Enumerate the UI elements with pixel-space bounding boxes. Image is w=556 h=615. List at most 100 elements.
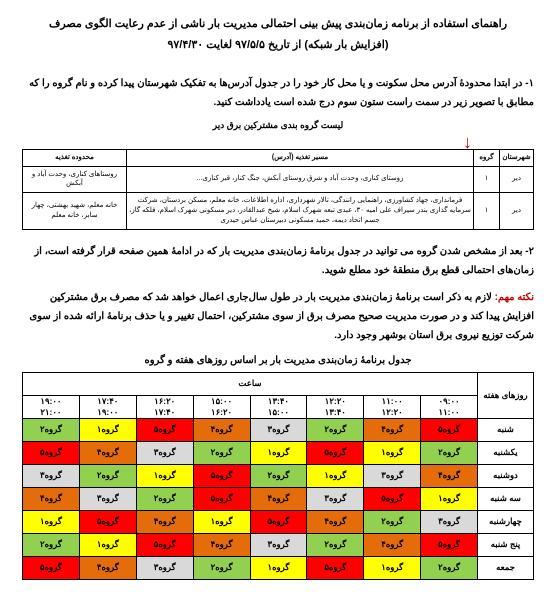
- hour-header: ۱۵:۰۰۱۶:۲۰: [193, 395, 250, 418]
- sched-cell: گروه۳: [364, 464, 421, 487]
- sched-cell: گروه۴: [364, 418, 421, 441]
- title-line-2: (افزایش بار شبکه) از تاریخ ۹۷/۵/۵ لغایت …: [22, 35, 534, 56]
- sched-cell: گروه۳: [136, 441, 193, 464]
- sched-cell: گروه۲: [307, 418, 364, 441]
- sched-cell: گروه۵: [250, 510, 307, 533]
- glist-cell-group: ۱: [474, 166, 500, 193]
- sched-cell: گروه۵: [23, 441, 80, 464]
- sched-cell: گروه۲: [193, 441, 250, 464]
- sched-cell: گروه۲: [307, 533, 364, 556]
- day-cell: سه شنبه: [478, 487, 534, 510]
- sched-cell: گروه۵: [79, 510, 136, 533]
- sched-cell: گروه۱: [250, 441, 307, 464]
- group-list-table: شهرستان گروه مسیر تغذیه (آدرس) محدوده تغ…: [22, 149, 534, 230]
- sched-cell: گروه۲: [421, 556, 478, 579]
- hours-header: ساعت: [23, 372, 478, 395]
- day-cell: دوشنبه: [478, 464, 534, 487]
- col-group: گروه: [474, 149, 500, 166]
- sched-cell: گروه۳: [250, 418, 307, 441]
- sched-cell: گروه۲: [421, 441, 478, 464]
- sched-cell: گروه۱: [79, 533, 136, 556]
- arrow-indicator: ↓: [22, 135, 534, 149]
- sched-cell: گروه۴: [136, 510, 193, 533]
- sched-cell: گروه۴: [23, 487, 80, 510]
- sched-cell: گروه۴: [421, 464, 478, 487]
- glist-cell-shahr: دیر: [500, 166, 534, 193]
- glist-cell-shahr: دیر: [500, 193, 534, 229]
- day-cell: یکشنبه: [478, 441, 534, 464]
- glist-row: دیر۱فرمانداری، جهاد کشاورزی، راهنمایی را…: [23, 193, 534, 229]
- sched-cell: گروه۲: [364, 510, 421, 533]
- col-mahd: محدوده تغذیه: [23, 149, 127, 166]
- sched-cell: گروه۱: [307, 464, 364, 487]
- sched-row: چهارشنبهگروه۳گروه۲گروه۴گروه۵گروه۱گروه۴گر…: [23, 510, 534, 533]
- day-cell: پنج شنبه: [478, 533, 534, 556]
- sched-cell: گروه۱: [364, 441, 421, 464]
- sched-cell: گروه۳: [79, 487, 136, 510]
- sched-cell: گروه۴: [250, 487, 307, 510]
- sched-cell: گروه۲: [193, 556, 250, 579]
- glist-cell-mahd: خانه معلم، شهید بهشتی، چهار سابر، خانه م…: [23, 193, 127, 229]
- sched-cell: گروه۲: [136, 487, 193, 510]
- glist-cell-mahd: روستاهای کناری، وحدت آباد و آبکش: [23, 166, 127, 193]
- sched-cell: گروه۳: [136, 556, 193, 579]
- sched-row: دوشنبهگروه۴گروه۳گروه۱گروه۲گروه۵گروه۱گروه…: [23, 464, 534, 487]
- sched-cell: گروه۴: [193, 533, 250, 556]
- schedule-caption: جدول برنامۀ زمان‌بندی مدیریت بار بر اساس…: [22, 355, 534, 366]
- para1-text: ۱- در ابتدا محدودۀ آدرس محل سکونت و یا م…: [29, 78, 534, 108]
- sched-cell: گروه۵: [307, 441, 364, 464]
- sched-cell: گروه۵: [23, 556, 80, 579]
- sched-cell: گروه۴: [307, 510, 364, 533]
- sched-cell: گروه۵: [136, 418, 193, 441]
- down-arrow-icon: ↓: [463, 137, 472, 148]
- sched-row: سه شنبهگروه۱گروه۵گروه۳گروه۴گروه۵گروه۲گرو…: [23, 487, 534, 510]
- sched-cell: گروه۵: [421, 418, 478, 441]
- title-block: راهنمای استفاده از برنامه زمان‌بندی پیش …: [22, 14, 534, 56]
- day-cell: شنبه: [478, 418, 534, 441]
- days-header: روزهای هفته: [478, 372, 534, 418]
- sched-cell: گروه۳: [23, 464, 80, 487]
- sched-cell: گروه۵: [364, 487, 421, 510]
- glist-cell-masir: روستای کناری، وحدت آباد و شرق روستای آبک…: [127, 166, 474, 193]
- glist-row: دیر۱روستای کناری، وحدت آباد و شرق روستای…: [23, 166, 534, 193]
- sched-cell: گروه۵: [307, 556, 364, 579]
- sched-hours-row: ۰۹:۰۰۱۱:۰۰۱۱:۰۰۱۲:۲۰۱۲:۲۰۱۳:۴۰۱۳:۴۰۱۵:۰۰…: [23, 395, 534, 418]
- hour-header: ۱۲:۲۰۱۳:۴۰: [307, 395, 364, 418]
- paragraph-2: ۲- بعد از مشخص شدن گروه می توانید در جدو…: [22, 242, 534, 280]
- schedule-table: روزهای هفته ساعت ۰۹:۰۰۱۱:۰۰۱۱:۰۰۱۲:۲۰۱۲:…: [22, 372, 534, 580]
- hour-header: ۱۱:۰۰۱۲:۲۰: [364, 395, 421, 418]
- sched-cell: گروه۱: [421, 487, 478, 510]
- sched-cell: گروه۴: [193, 418, 250, 441]
- day-cell: چهارشنبه: [478, 510, 534, 533]
- sched-cell: گروه۲: [23, 533, 80, 556]
- hour-header: ۱۷:۴۰۱۹:۰۰: [79, 395, 136, 418]
- glist-cell-group: ۱: [474, 193, 500, 229]
- sched-row: جمعهگروه۲گروه۱گروه۵گروه۱گروه۲گروه۳گروه۴گ…: [23, 556, 534, 579]
- sched-cell: گروه۲: [79, 464, 136, 487]
- sched-cell: گروه۱: [193, 510, 250, 533]
- sched-cell: گروه۱: [23, 510, 80, 533]
- group-list-caption: لیست گروه بندی مشترکین برق دیر: [22, 120, 534, 131]
- sched-cell: گروه۵: [193, 464, 250, 487]
- title-line-1: راهنمای استفاده از برنامه زمان‌بندی پیش …: [22, 14, 534, 35]
- day-cell: جمعه: [478, 556, 534, 579]
- hour-header: ۰۹:۰۰۱۱:۰۰: [421, 395, 478, 418]
- sched-row: پنج شنبهگروه۵گروه۴گروه۲گروه۳گروه۴گروه۵گر…: [23, 533, 534, 556]
- sched-row: شنبهگروه۵گروه۴گروه۲گروه۳گروه۴گروه۵گروه۱گ…: [23, 418, 534, 441]
- hour-header: ۱۹:۰۰۲۱:۰۰: [23, 395, 80, 418]
- para2-text: ۲- بعد از مشخص شدن گروه می توانید در جدو…: [34, 246, 534, 276]
- paragraph-1: ۱- در ابتدا محدودۀ آدرس محل سکونت و یا م…: [22, 74, 534, 112]
- note-body: لازم به ذکر است برنامۀ زمان‌بندی مدیریت …: [29, 292, 534, 341]
- col-shahr: شهرستان: [500, 149, 534, 166]
- glist-cell-masir: فرمانداری، جهاد کشاورزی، راهنمایی رانندگ…: [127, 193, 474, 229]
- sched-cell: گروه۵: [193, 487, 250, 510]
- sched-cell: گروه۴: [364, 533, 421, 556]
- hour-header: ۱۳:۴۰۱۵:۰۰: [250, 395, 307, 418]
- sched-cell: گروه۱: [79, 418, 136, 441]
- glist-header-row: شهرستان گروه مسیر تغذیه (آدرس) محدوده تغ…: [23, 149, 534, 166]
- note-label: نکته مهم:: [495, 292, 534, 303]
- col-masir: مسیر تغذیه (آدرس): [127, 149, 474, 166]
- sched-cell: گروه۵: [136, 533, 193, 556]
- sched-cell: گروه۲: [23, 418, 80, 441]
- important-note: نکته مهم: لازم به ذکر است برنامۀ زمان‌بن…: [22, 288, 534, 345]
